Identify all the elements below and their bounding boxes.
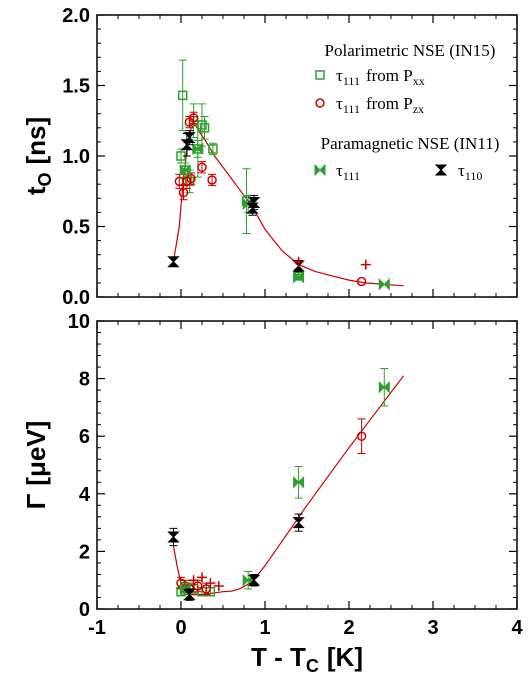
legend-title-polarimetric: Polarimetric NSE (IN15)	[325, 41, 496, 60]
bottom-frame	[96, 320, 518, 610]
bottom-xtick-label: 3	[427, 617, 438, 639]
bottom-data-point-plus	[205, 578, 216, 589]
legend-entry-para-110-label: τ110	[458, 161, 482, 183]
top-ytick-label: 2.0	[62, 5, 90, 27]
axis-labels: tO[ns] Γ[μeV] T - TC [K]	[21, 117, 363, 676]
top-data-point-circle	[197, 162, 207, 173]
top-error-bar	[175, 173, 184, 189]
legend-entry-pzx-marker	[315, 98, 325, 108]
bottom-xtick-label: 4	[511, 617, 523, 639]
top-panel: 0.0 0.5 1.0 1.5 2.0	[62, 5, 518, 309]
bottom-fit-curve	[172, 375, 405, 596]
top-data-point-bowtie	[192, 142, 204, 156]
legend-entry-para-110-marker	[434, 164, 448, 176]
bottom-ytick-label: 4	[79, 484, 91, 506]
bottom-data-point-hourglass	[247, 574, 261, 586]
bottom-data-point-bowtie	[378, 381, 390, 394]
bottom-data-point-bowtie	[293, 476, 305, 489]
legend-entry-para-111-label: τ111	[336, 161, 360, 183]
bottom-ytick-label: 2	[79, 541, 90, 563]
bottom-ytick-label: 6	[79, 426, 90, 448]
bottom-xtick-label: 0	[175, 617, 186, 639]
top-ytick-label: 0.5	[62, 217, 90, 239]
top-data-point-square	[177, 90, 188, 101]
bottom-data-point-hourglass	[167, 531, 180, 543]
bottom-data-point-plus	[197, 572, 207, 583]
top-y-axis-label: tO[ns]	[21, 117, 55, 195]
bottom-xtick-label: -1	[88, 617, 106, 639]
top-error-bar	[242, 168, 251, 235]
top-ytick-label: 1.5	[62, 76, 90, 98]
top-error-bar	[178, 59, 187, 132]
bottom-xtick-label: 1	[259, 617, 270, 639]
legend-entry-pxx-label: τ111 from Pxx	[336, 66, 425, 88]
top-data-point-square	[197, 120, 207, 130]
bottom-ytick-label: 0	[79, 599, 90, 621]
top-data-point-square	[208, 144, 218, 154]
bottom-ytick-label: 10	[68, 311, 90, 333]
top-error-bar	[200, 116, 209, 140]
bottom-data-point-hourglass	[183, 589, 196, 601]
x-axis-label: T - TC [K]	[251, 642, 363, 676]
top-data-point-square	[199, 123, 210, 133]
top-data-point-plus	[293, 256, 304, 267]
bottom-data-point-hourglass	[292, 517, 305, 529]
bottom-data-point-bowtie	[242, 573, 254, 587]
legend-entry-pzx-label: τ111 from Pzx	[336, 94, 424, 116]
bottom-error-bar	[357, 418, 366, 454]
top-data-point-circle	[188, 113, 199, 123]
bottom-xtick-label: 2	[343, 617, 354, 639]
top-ytick-label: 1.0	[62, 146, 90, 168]
bottom-data-point-circle	[356, 431, 367, 441]
top-data-point-hourglass	[183, 132, 196, 144]
bottom-data-point-circle	[201, 584, 211, 594]
bottom-data-point-circle	[193, 581, 203, 591]
top-data-point-bowtie	[378, 278, 390, 291]
legend-entry-para-111-marker	[314, 163, 326, 177]
bottom-y-axis-label: Γ[μeV]	[21, 421, 51, 510]
bottom-ytick-label: 8	[79, 369, 90, 391]
top-data-point-bowtie	[293, 271, 305, 284]
top-data-point-circle	[356, 276, 367, 287]
bottom-data-point-plus	[188, 575, 199, 586]
top-data-point-circle	[186, 173, 196, 184]
bottom-data-point-plus	[213, 580, 224, 591]
top-ytick-label: 0.0	[62, 287, 90, 309]
legend: Polarimetric NSE (IN15) Paramagnetic NSE …	[314, 41, 500, 183]
legend-title-paramagnetic: Paramagnetic NSE (IN11)	[321, 134, 500, 153]
top-data-point-bowtie	[179, 163, 191, 177]
top-data-point-circle	[207, 175, 217, 185]
top-data-point-plus	[360, 259, 371, 270]
top-data-point-hourglass	[167, 256, 180, 268]
legend-entry-pxx-marker	[315, 70, 325, 80]
top-data-point-hourglass	[247, 197, 261, 209]
